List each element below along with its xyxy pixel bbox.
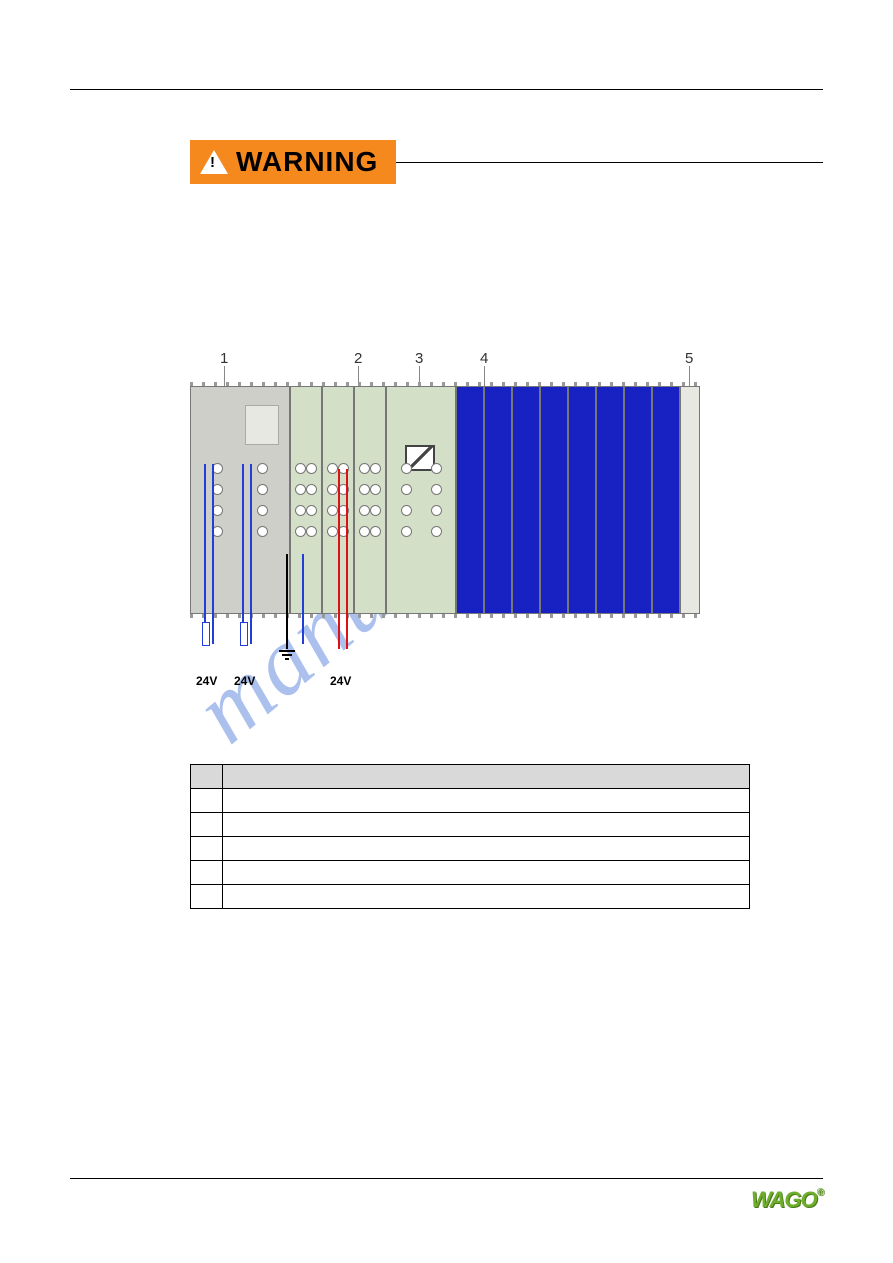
module-ex-2	[484, 386, 512, 614]
module-ex-8	[652, 386, 680, 614]
callout-3: 3	[415, 350, 423, 367]
wire-ground	[286, 554, 288, 649]
wire-blue-4	[250, 464, 252, 644]
legend-row-num	[191, 861, 223, 885]
module-ex-4	[540, 386, 568, 614]
legend-row-desc	[223, 837, 750, 861]
legend-row-desc	[223, 813, 750, 837]
module-ex-3	[512, 386, 540, 614]
legend-row-num	[191, 885, 223, 909]
legend-row-desc	[223, 885, 750, 909]
module-ex-1	[456, 386, 484, 614]
legend-table	[190, 764, 750, 909]
fuse-1	[202, 622, 210, 646]
voltage-label-2: 24V	[234, 674, 255, 688]
module-end	[680, 386, 700, 614]
wiring-diagram: 1 2 3 4 5	[190, 354, 823, 704]
voltage-label-1: 24V	[196, 674, 217, 688]
warning-triangle-icon	[200, 150, 228, 174]
header-rule	[70, 89, 823, 90]
warning-label: WARNING	[236, 146, 378, 178]
wire-red-2	[346, 469, 348, 649]
wire-blue-5	[302, 554, 304, 644]
legend-row-num	[191, 837, 223, 861]
wire-red-1	[338, 469, 340, 649]
wire-blue-3	[242, 464, 244, 644]
wago-logo: WAGO®	[751, 1187, 823, 1213]
ground-icon	[279, 650, 295, 652]
legend-row-desc	[223, 861, 750, 885]
wire-blue-1	[204, 464, 206, 644]
footer-rule	[70, 1178, 823, 1179]
callout-2: 2	[354, 350, 362, 367]
warning-rule	[396, 162, 823, 163]
module-ex-5	[568, 386, 596, 614]
module-ex-6	[596, 386, 624, 614]
warning-banner: WARNING	[190, 140, 823, 184]
callout-5: 5	[685, 350, 693, 367]
legend-row-num	[191, 813, 223, 837]
module-io-3	[354, 386, 386, 614]
module-io-1	[290, 386, 322, 614]
callout-1: 1	[220, 350, 228, 367]
legend-header-desc	[223, 765, 750, 789]
legend-header-num	[191, 765, 223, 789]
module-supply	[386, 386, 456, 614]
legend-row-desc	[223, 789, 750, 813]
module-ex-7	[624, 386, 652, 614]
fuse-2	[240, 622, 248, 646]
voltage-label-3: 24V	[330, 674, 351, 688]
legend-row-num	[191, 789, 223, 813]
wire-blue-2	[212, 464, 214, 644]
callout-4: 4	[480, 350, 488, 367]
warning-badge: WARNING	[190, 140, 396, 184]
